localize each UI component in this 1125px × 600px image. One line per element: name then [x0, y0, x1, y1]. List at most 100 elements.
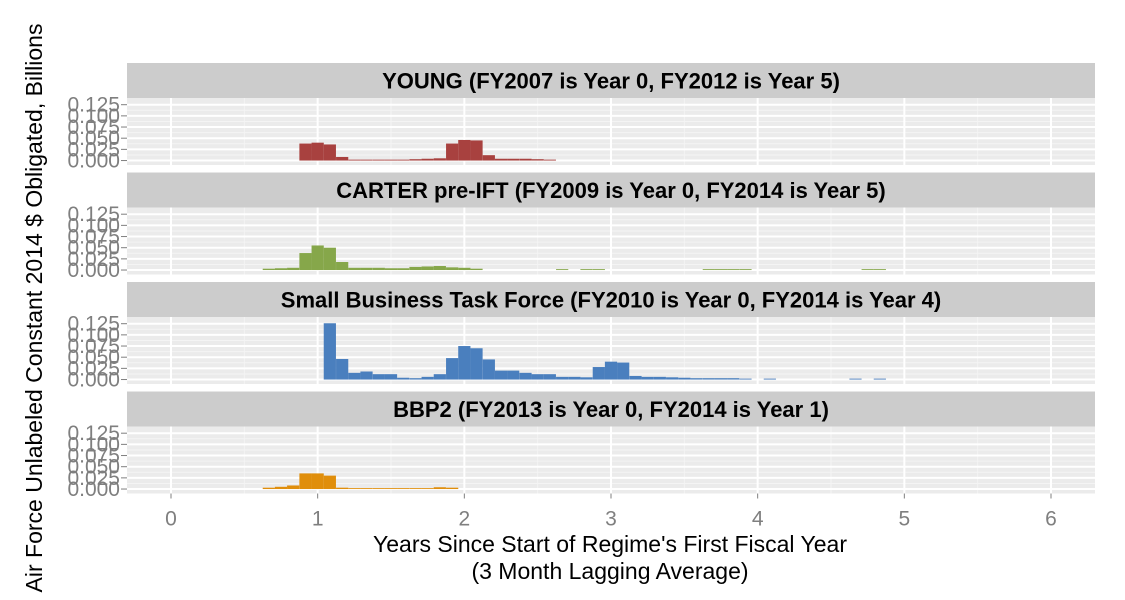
histogram-bar	[372, 488, 385, 490]
x-tick-label: 6	[1045, 508, 1057, 531]
facet-strip-title: YOUNG (FY2007 is Year 0, FY2012 is Year …	[382, 69, 840, 94]
histogram-bar	[299, 253, 312, 271]
y-tick-label: 0.000	[67, 150, 120, 173]
histogram-bar	[348, 488, 361, 490]
histogram-bar	[739, 378, 752, 380]
y-tick-label: 0.000	[67, 369, 120, 392]
y-tick-label: 0.050	[67, 346, 120, 369]
facet-strip-title: Small Business Task Force (FY2010 is Yea…	[281, 288, 941, 313]
histogram-bar	[556, 269, 569, 271]
histogram-bar	[336, 261, 349, 271]
y-tick-label: 0.075	[67, 335, 120, 358]
histogram-bar	[336, 358, 349, 380]
histogram-bar	[433, 487, 446, 490]
histogram-bar	[299, 473, 312, 490]
histogram-bar	[397, 159, 410, 161]
histogram-bar	[653, 376, 666, 380]
x-tick-label: 0	[165, 508, 177, 531]
histogram-bar	[323, 247, 336, 271]
histogram-bar	[714, 269, 728, 271]
histogram-bar	[666, 377, 679, 380]
histogram-bar	[641, 376, 654, 380]
x-tick-label: 4	[752, 508, 764, 531]
histogram-bar	[433, 374, 446, 380]
histogram-bar	[421, 158, 434, 161]
histogram-bar	[568, 376, 581, 380]
histogram-bar	[397, 377, 410, 380]
histogram-bar	[507, 370, 520, 380]
y-tick-label: 0.025	[67, 467, 120, 490]
histogram-bar	[384, 159, 398, 161]
histogram-bar	[470, 268, 483, 271]
y-tick-label: 0.050	[67, 237, 120, 260]
histogram-bar	[470, 140, 483, 161]
facet-panel: Small Business Task Force (FY2010 is Yea…	[67, 282, 1095, 392]
histogram-bar	[348, 372, 361, 380]
histogram-bar	[372, 267, 385, 271]
facet-panel: CARTER pre-IFT (FY2009 is Year 0, FY2014…	[67, 172, 1095, 282]
histogram-bar	[348, 159, 361, 161]
histogram-bar	[409, 378, 422, 380]
histogram-bar	[336, 156, 349, 161]
histogram-bar	[384, 268, 398, 271]
histogram-bar	[409, 488, 422, 490]
histogram-bar	[433, 158, 446, 161]
y-axis-title: Air Force Unlabeled Constant 2014 $ Obli…	[21, 24, 47, 593]
y-tick-label: 0.075	[67, 116, 120, 139]
facet-panel: YOUNG (FY2007 is Year 0, FY2012 is Year …	[67, 63, 1095, 173]
y-tick-label: 0.075	[67, 445, 120, 468]
histogram-bar	[494, 158, 508, 161]
histogram-bar	[580, 377, 593, 380]
histogram-bar	[397, 488, 410, 490]
x-axis: 0 1 2 3 4 5 6	[165, 493, 1057, 531]
histogram-bar	[580, 269, 593, 271]
facet-strip	[127, 63, 1095, 98]
histogram-bar	[323, 323, 336, 380]
histogram-bar	[372, 374, 385, 380]
histogram-bar	[421, 488, 434, 490]
histogram-bar	[531, 159, 544, 161]
histogram-bar	[531, 374, 544, 380]
histogram-bar	[519, 372, 532, 380]
histogram-bar	[372, 159, 385, 161]
histogram-bar	[592, 269, 605, 271]
y-tick-label: 0.025	[67, 248, 120, 271]
histogram-bar	[727, 378, 740, 380]
y-tick-label: 0.125	[67, 94, 120, 117]
y-tick-label: 0.025	[67, 357, 120, 380]
histogram-bar	[446, 358, 459, 380]
histogram-bar	[482, 359, 495, 380]
histogram-bar	[409, 159, 422, 161]
histogram-bar	[446, 487, 459, 490]
y-tick-label: 0.100	[67, 214, 120, 237]
y-tick-label: 0.125	[67, 313, 120, 336]
histogram-bar	[604, 361, 618, 380]
histogram-bar	[421, 266, 434, 271]
histogram-bar	[311, 473, 324, 490]
histogram-bar	[384, 488, 398, 490]
histogram-bar	[494, 370, 508, 380]
histogram-bar	[409, 266, 422, 271]
histogram-bar	[482, 155, 495, 161]
x-axis-title: Years Since Start of Regime's First Fisc…	[373, 531, 847, 557]
histogram-bar	[360, 488, 373, 490]
facet-strip-title: BBP2 (FY2013 is Year 0, FY2014 is Year 1…	[393, 397, 829, 422]
facet-strip-title: CARTER pre-IFT (FY2009 is Year 0, FY2014…	[336, 178, 885, 203]
histogram-bar	[458, 139, 471, 161]
histogram-bar	[311, 245, 324, 271]
histogram-bar	[274, 268, 288, 271]
y-tick-label: 0.000	[67, 478, 120, 501]
histogram-bar	[592, 367, 605, 380]
histogram-bar	[873, 378, 886, 380]
histogram-bar	[287, 267, 300, 271]
histogram-bar	[702, 269, 715, 271]
histogram-bar	[543, 374, 556, 380]
histogram-bar	[617, 362, 630, 380]
histogram-bar	[861, 269, 874, 271]
y-tick-label: 0.100	[67, 433, 120, 456]
histogram-bar	[849, 378, 862, 380]
x-tick-label: 1	[312, 508, 324, 531]
histogram-bar	[421, 376, 434, 380]
histogram-bar	[311, 142, 324, 161]
